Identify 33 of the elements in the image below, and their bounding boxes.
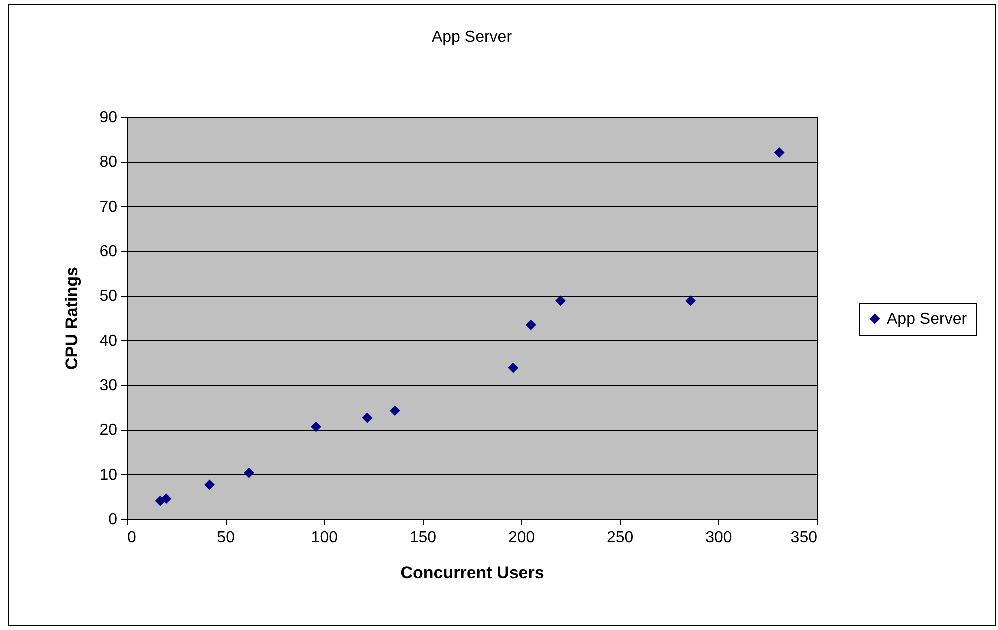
point bbox=[161, 494, 172, 504]
y-tick-label: 30 bbox=[100, 378, 118, 394]
x-axis-title: Concurrent Users bbox=[400, 564, 544, 582]
point bbox=[311, 422, 322, 432]
x-tick-label: 250 bbox=[607, 530, 634, 546]
x-tick-label: 0 bbox=[128, 530, 136, 546]
point bbox=[686, 296, 696, 306]
point bbox=[390, 406, 400, 416]
point bbox=[204, 480, 216, 490]
y-tick-label: 70 bbox=[100, 198, 118, 216]
chart-title: App Server bbox=[432, 29, 513, 46]
y-tick-label: 20 bbox=[100, 422, 118, 440]
legend-label: App Server bbox=[887, 311, 968, 328]
x-tick-label: 200 bbox=[508, 530, 536, 546]
y-tick-label: 60 bbox=[100, 244, 118, 260]
y-tick-label: 50 bbox=[100, 288, 118, 306]
y-tick-label: 80 bbox=[100, 154, 118, 172]
point bbox=[244, 468, 254, 478]
x-tick-label: 100 bbox=[311, 530, 338, 546]
y-tick-label: 10 bbox=[100, 466, 118, 484]
y-tick-label: 0 bbox=[108, 512, 118, 528]
y-tick-label: 40 bbox=[100, 332, 118, 350]
x-tick-label: 150 bbox=[410, 530, 437, 546]
point bbox=[508, 362, 519, 374]
x-tick-label: 350 bbox=[790, 530, 818, 546]
point bbox=[526, 320, 536, 330]
point bbox=[774, 147, 785, 158]
point bbox=[362, 412, 373, 424]
y-axis-title: CPU Ratings bbox=[62, 267, 82, 370]
point bbox=[555, 296, 566, 306]
x-tick-label: 300 bbox=[706, 530, 732, 546]
y-tick-label: 90 bbox=[100, 110, 118, 126]
x-tick-label: 50 bbox=[217, 530, 236, 546]
